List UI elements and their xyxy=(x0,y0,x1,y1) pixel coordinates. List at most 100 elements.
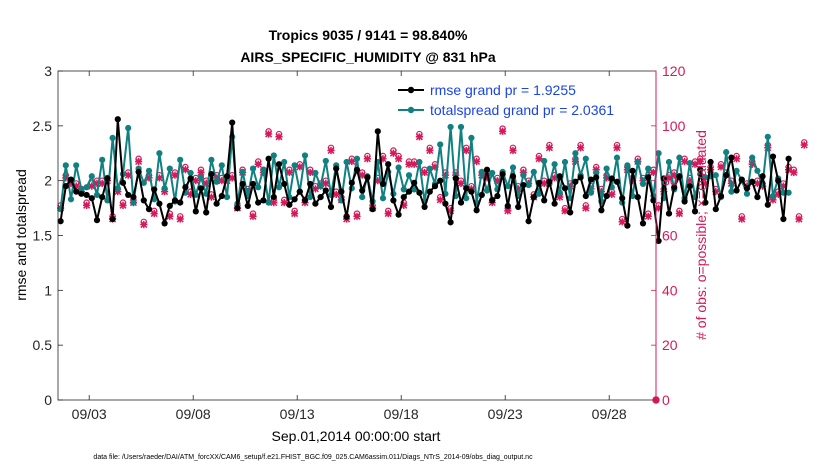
rmse-point xyxy=(353,166,361,173)
rmse-point xyxy=(281,180,288,188)
rmse-point xyxy=(275,161,283,168)
spread-point xyxy=(353,155,361,162)
obs-evaluated-point xyxy=(665,174,673,182)
rmse-point xyxy=(67,176,75,183)
obs-evaluated-point xyxy=(275,133,283,141)
rmse-point xyxy=(780,215,787,223)
obs-evaluated-point xyxy=(389,149,397,157)
rmse-point xyxy=(619,195,626,202)
spread-point xyxy=(712,172,719,179)
obs-evaluated-point xyxy=(592,166,600,174)
rmse-point xyxy=(733,187,740,194)
rmse-point xyxy=(577,174,584,181)
legend: rmse grand pr = 1.9255 totalspread grand… xyxy=(392,78,644,122)
rmse-point xyxy=(556,173,563,180)
spread-point xyxy=(395,164,402,171)
spread-point xyxy=(686,160,693,167)
obs-evaluated-point xyxy=(270,199,278,207)
rmse-point xyxy=(613,178,621,185)
obs-evaluated-point xyxy=(72,182,80,190)
rmse-point xyxy=(671,184,678,191)
obs-evaluated-point xyxy=(561,207,569,215)
obs-evaluated-point xyxy=(311,185,319,193)
rmse-point xyxy=(239,180,246,188)
rmse-point xyxy=(260,197,267,204)
x-tick-label: 09/18 xyxy=(384,406,419,422)
rmse-point xyxy=(655,237,662,245)
spread-point xyxy=(99,156,106,163)
rmse-point xyxy=(145,206,153,213)
obs-evaluated-point xyxy=(608,190,616,198)
rmse-point xyxy=(223,173,231,180)
legend-rmse-marker xyxy=(407,86,415,94)
spread-point xyxy=(613,154,621,161)
obs-evaluated-point xyxy=(556,193,564,201)
rmse-point xyxy=(421,203,428,211)
rmse-point xyxy=(203,209,210,216)
obs-evaluated-point xyxy=(649,168,657,177)
obs-evaluated-point xyxy=(249,212,257,220)
obs-evaluated-point xyxy=(696,157,704,166)
rmse-point xyxy=(681,198,688,205)
obs-evaluated-point xyxy=(436,196,444,204)
rmse-point xyxy=(764,201,771,208)
rmse-point xyxy=(723,172,730,179)
spread-point xyxy=(645,165,652,172)
rmse-point xyxy=(208,170,215,178)
rmse-point xyxy=(426,188,433,195)
x-axis-label: Sep.01,2014 00:00:00 start xyxy=(272,428,441,444)
rmse-point xyxy=(452,175,459,182)
rmse-point xyxy=(218,192,225,200)
rmse-point xyxy=(530,194,537,201)
rmse-point xyxy=(561,185,569,192)
rmse-point xyxy=(785,155,792,162)
spread-point xyxy=(301,152,309,159)
spread-point xyxy=(249,165,257,172)
rmse-point xyxy=(749,178,756,185)
obs-evaluated-point xyxy=(254,160,262,168)
obs-evaluated-point xyxy=(155,174,163,182)
rmse-point xyxy=(582,192,589,200)
spread-point xyxy=(73,162,80,169)
obs-evaluated-point xyxy=(701,179,709,188)
obs-evaluated-point xyxy=(447,207,455,215)
rmse-point xyxy=(62,183,69,190)
spread-point xyxy=(561,158,569,166)
obs-evaluated-point xyxy=(774,190,782,198)
rmse-point xyxy=(489,197,496,204)
obs-evaluated-point xyxy=(62,174,70,182)
obs-evaluated-point xyxy=(691,160,699,168)
rmse-point xyxy=(483,166,491,173)
spread-point xyxy=(582,155,589,162)
rmse-point xyxy=(499,170,506,178)
rmse-point xyxy=(229,119,236,126)
y2-tick-label: 120 xyxy=(662,63,686,79)
spread-point xyxy=(291,162,298,169)
spread-point xyxy=(109,134,116,141)
rmse-point xyxy=(754,194,761,201)
spread-point xyxy=(749,154,756,161)
rmse-point xyxy=(296,188,303,195)
y2-tick-label: 40 xyxy=(662,282,678,298)
obs-evaluated-point xyxy=(176,215,184,223)
rmse-point xyxy=(338,188,345,195)
rmse-point xyxy=(743,185,751,192)
legend-spread-label: totalspread grand pr = 2.0361 xyxy=(430,102,614,118)
obs-evaluated-point xyxy=(181,166,189,174)
obs-evaluated-point xyxy=(779,182,787,190)
spread-point xyxy=(468,134,475,141)
obs-evaluated-point xyxy=(145,174,153,182)
y-tick-label: 2 xyxy=(44,173,52,189)
rmse-point xyxy=(234,204,241,212)
spread-point xyxy=(312,169,319,177)
rmse-point xyxy=(374,128,381,135)
rmse-point xyxy=(156,200,163,207)
rmse-point xyxy=(130,194,137,201)
spread-point xyxy=(145,167,153,174)
obs-evaluated-point xyxy=(135,157,143,166)
spread-point xyxy=(197,174,205,181)
rmse-point xyxy=(78,190,85,197)
y-tick-label: 0 xyxy=(44,392,52,408)
obs-evaluated-point xyxy=(98,179,106,188)
obs-evaluated-point xyxy=(431,163,439,171)
